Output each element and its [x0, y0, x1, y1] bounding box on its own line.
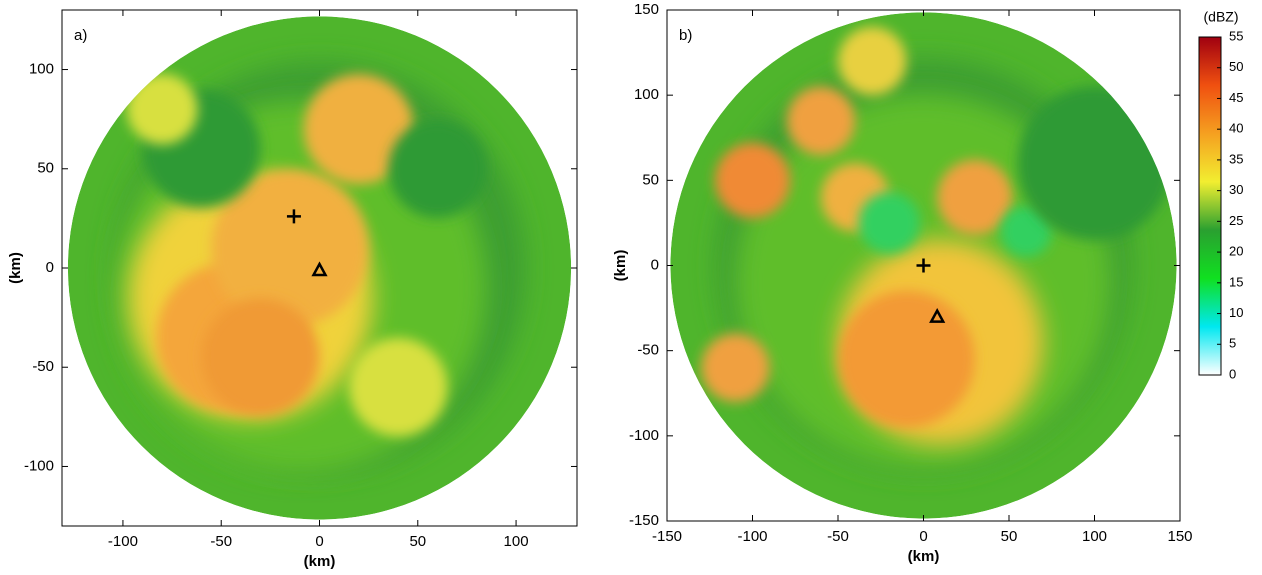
y-tick-label: 50 — [642, 171, 659, 188]
panel-label: b) — [679, 27, 692, 44]
y-tick-label: -100 — [24, 457, 54, 474]
x-tick-label: 50 — [409, 533, 426, 550]
colorbar-tick-label: 30 — [1229, 182, 1243, 197]
x-tick-label: 100 — [504, 533, 529, 550]
y-tick-label: 100 — [634, 86, 659, 103]
panel-label: a) — [74, 27, 87, 44]
x-tick-label: -100 — [108, 533, 138, 550]
y-tick-label: 50 — [37, 160, 54, 177]
y-tick-label: -100 — [629, 427, 659, 444]
colorbar-tick-label: 35 — [1229, 151, 1243, 166]
echo-region — [838, 290, 975, 428]
y-tick-label: 100 — [29, 61, 54, 78]
colorbar — [1198, 36, 1222, 376]
colorbar-tick-label: 0 — [1229, 366, 1236, 381]
y-axis-label: (km) — [7, 252, 24, 284]
echo-region — [701, 333, 770, 402]
x-axis-label: (km) — [908, 548, 940, 565]
x-tick-label: -100 — [737, 528, 767, 545]
y-tick-label: -150 — [629, 512, 659, 529]
colorbar-tick-label: 20 — [1229, 244, 1243, 259]
site-marker — [929, 307, 946, 323]
colorbar-tick-label: 45 — [1229, 90, 1243, 105]
colorbar-tick-label: 5 — [1229, 336, 1236, 351]
y-axis-label: (km) — [612, 250, 629, 282]
echo-region — [858, 192, 921, 254]
colorbar-title: (dBZ) — [1204, 9, 1239, 25]
echo-region — [714, 142, 791, 218]
x-tick-label: 0 — [919, 528, 927, 545]
colorbar-tick-label: 40 — [1229, 121, 1243, 136]
y-tick-label: -50 — [32, 358, 54, 375]
colorbar-tick-label: 25 — [1229, 213, 1243, 228]
echo-region — [348, 337, 448, 437]
echo-region — [211, 169, 369, 327]
echo-region — [126, 73, 198, 145]
x-tick-label: -50 — [827, 528, 849, 545]
site-marker — [286, 209, 301, 224]
colorbar-tick-label: 55 — [1229, 28, 1243, 43]
colorbar-tick-label: 50 — [1229, 59, 1243, 74]
site-marker — [916, 258, 931, 273]
echo-region — [838, 26, 907, 96]
y-tick-label: 0 — [46, 259, 54, 276]
y-tick-label: 0 — [651, 256, 659, 273]
echo-region — [1000, 205, 1052, 258]
x-tick-label: -50 — [210, 533, 232, 550]
echo-region — [937, 159, 1013, 235]
echo-region — [1017, 86, 1172, 241]
x-tick-label: 0 — [315, 533, 323, 550]
x-tick-label: 150 — [1167, 528, 1192, 545]
echo-region — [303, 74, 414, 185]
x-tick-label: 100 — [1082, 528, 1107, 545]
x-tick-label: 50 — [1001, 528, 1018, 545]
echo-region — [388, 119, 487, 218]
colorbar-tick-label: 10 — [1229, 305, 1243, 320]
x-axis-label: (km) — [304, 553, 336, 570]
echo-region — [786, 86, 856, 155]
radar-field — [67, 16, 572, 520]
y-tick-label: -50 — [637, 342, 659, 359]
echo-region — [201, 298, 320, 417]
y-tick-label: 150 — [634, 1, 659, 18]
site-marker — [311, 261, 328, 277]
x-tick-label: -150 — [652, 528, 682, 545]
colorbar-tick-label: 15 — [1229, 274, 1243, 289]
